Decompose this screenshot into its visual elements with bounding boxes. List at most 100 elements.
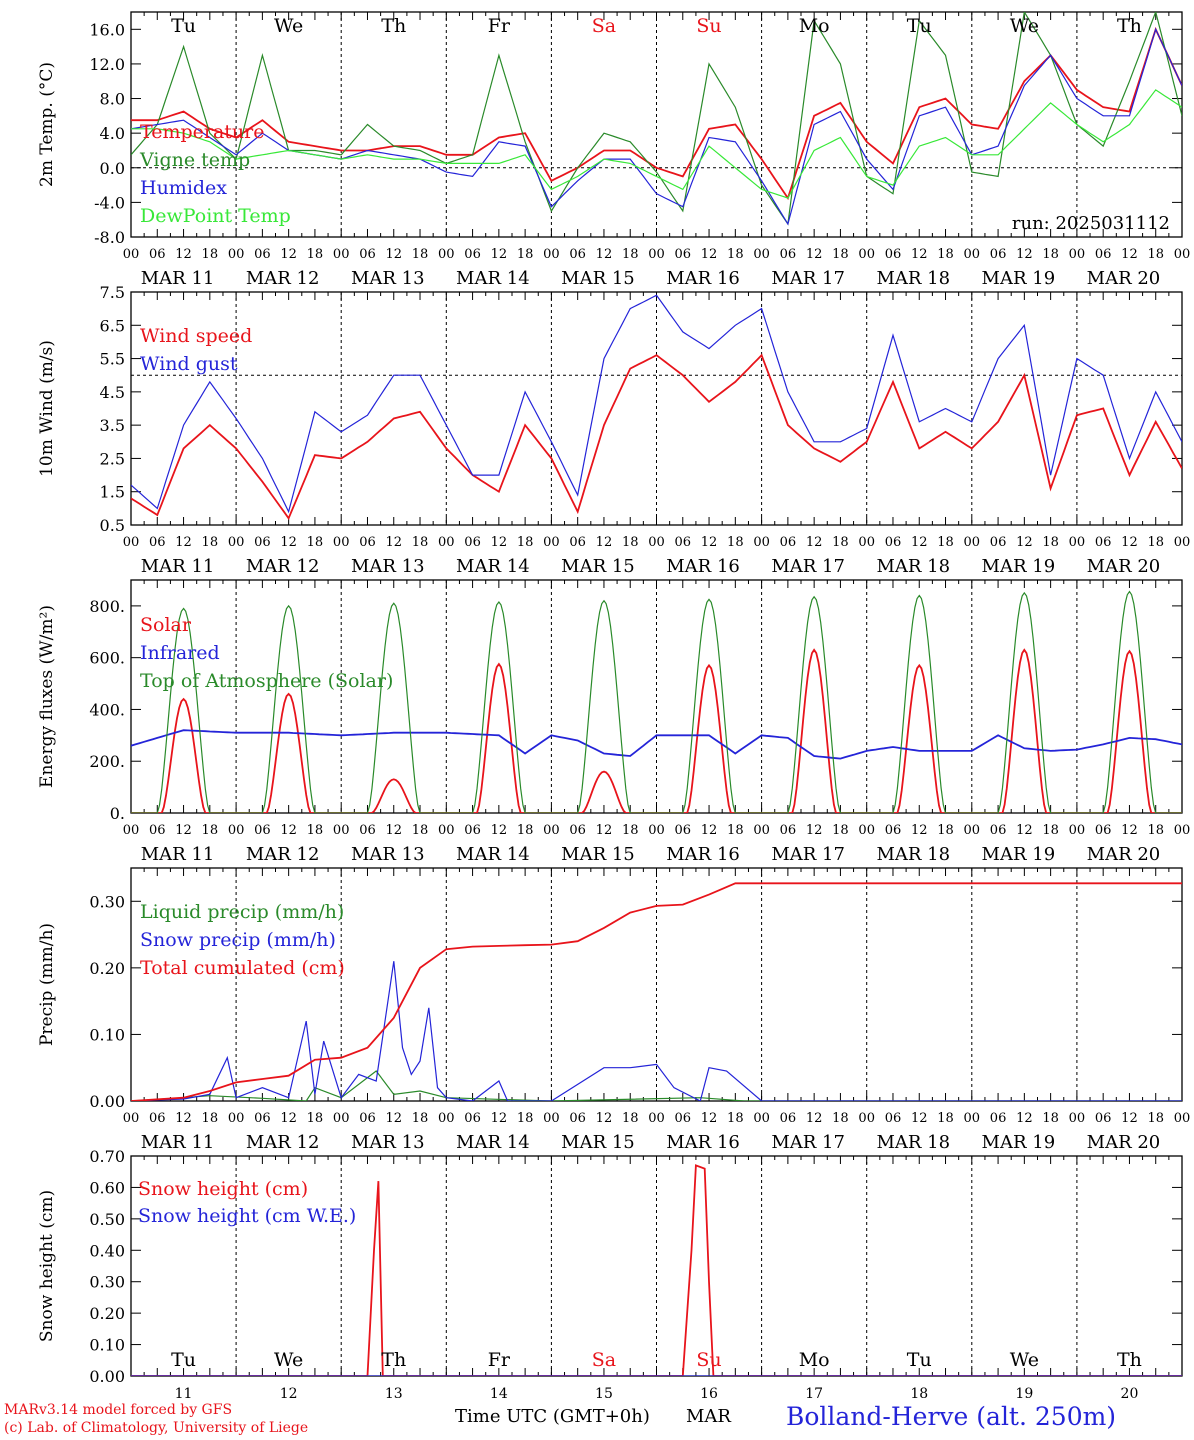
- hour-label: 06: [675, 535, 692, 550]
- legend-entry: Vigne temp: [139, 149, 250, 171]
- hour-label: 00: [753, 247, 770, 262]
- weekday-label: Mo: [799, 1349, 830, 1371]
- hour-label: 18: [727, 1111, 744, 1126]
- hour-label: 06: [885, 247, 902, 262]
- series-line-temperature: [131, 26, 1182, 201]
- hour-label: 18: [307, 535, 324, 550]
- hour-label: 00: [123, 1111, 140, 1126]
- hour-label: 12: [175, 823, 192, 838]
- day-label: MAR 14: [456, 556, 530, 577]
- hour-label: 18: [622, 823, 639, 838]
- hour-label: 18: [307, 247, 324, 262]
- hour-label: 12: [280, 247, 297, 262]
- hour-label: 12: [1016, 247, 1033, 262]
- series-line-snow-precip-mm-h-: [131, 961, 1182, 1101]
- hour-label: 00: [228, 823, 245, 838]
- series-line-total-cumulated-cm-: [131, 882, 1182, 1101]
- day-number: 12: [280, 1386, 298, 1402]
- day-label: MAR 20: [1087, 844, 1161, 865]
- y-tick-label: 2.5: [100, 449, 125, 468]
- day-label: MAR 19: [982, 268, 1056, 289]
- y-tick-label: 0.60: [89, 1178, 125, 1197]
- hour-label: 06: [780, 823, 797, 838]
- hour-label: 06: [990, 535, 1007, 550]
- hour-label: 06: [885, 823, 902, 838]
- weekday-label: Tu: [907, 15, 932, 37]
- weekday-label: We: [1010, 1349, 1039, 1371]
- day-label: MAR 19: [982, 556, 1056, 577]
- weekday-label: Tu: [171, 15, 196, 37]
- legend-entry: Total cumulated (cm): [140, 957, 345, 979]
- hour-label: 12: [1016, 823, 1033, 838]
- weekday-label: Th: [381, 15, 406, 37]
- hour-label: 00: [123, 247, 140, 262]
- panel-5: [130, 1155, 1183, 1377]
- day-label: MAR 12: [246, 844, 320, 865]
- day-number: 15: [595, 1386, 613, 1402]
- hour-label: 06: [149, 247, 166, 262]
- day-label: MAR 11: [141, 844, 215, 865]
- hour-label: 18: [1147, 247, 1164, 262]
- hour-label: 12: [1121, 823, 1138, 838]
- hour-label: 12: [596, 823, 613, 838]
- hour-label: 18: [412, 1111, 429, 1126]
- day-label: MAR 17: [771, 1132, 845, 1153]
- hour-label: 06: [990, 1111, 1007, 1126]
- hour-label: 12: [911, 1111, 928, 1126]
- hour-label: 06: [675, 823, 692, 838]
- hour-label: 06: [254, 823, 271, 838]
- day-label: MAR 20: [1087, 556, 1161, 577]
- hour-label: 06: [990, 823, 1007, 838]
- y-tick-label: 800.: [89, 597, 125, 616]
- y-tick-label: 0.10: [89, 1336, 125, 1355]
- y-tick-label: 3.5: [100, 416, 125, 435]
- hour-label: 00: [1069, 823, 1086, 838]
- hour-label: 18: [202, 247, 219, 262]
- y-tick-label: 600.: [89, 649, 125, 668]
- hour-label: 18: [412, 823, 429, 838]
- weekday-label: Th: [381, 1349, 406, 1371]
- y-tick-label: 0.00: [89, 1367, 125, 1386]
- weekday-label: We: [1010, 15, 1039, 37]
- hour-label: 00: [228, 535, 245, 550]
- day-number: 13: [385, 1386, 403, 1402]
- day-label: MAR 11: [141, 1132, 215, 1153]
- y-axis-title: Energy fluxes (W/m²): [37, 605, 57, 788]
- hour-label: 12: [806, 1111, 823, 1126]
- hour-label: 06: [464, 247, 481, 262]
- hour-label: 06: [359, 1111, 376, 1126]
- day-label: MAR 16: [666, 556, 740, 577]
- hour-label: 12: [385, 247, 402, 262]
- hour-label: 00: [438, 535, 455, 550]
- panel-3: [130, 579, 1183, 814]
- weekday-label: Th: [1117, 15, 1142, 37]
- weekday-label: Tu: [171, 1349, 196, 1371]
- hour-label: 18: [307, 823, 324, 838]
- day-label: MAR 13: [351, 844, 425, 865]
- hour-label: 18: [832, 535, 849, 550]
- hour-label: 12: [701, 535, 718, 550]
- y-tick-label: -8.0: [94, 228, 125, 247]
- weekday-label: Tu: [907, 1349, 932, 1371]
- hour-label: 00: [648, 535, 665, 550]
- hour-label: 06: [149, 1111, 166, 1126]
- hour-label: 06: [569, 823, 586, 838]
- hour-label: 00: [543, 535, 560, 550]
- series-line-solar: [131, 648, 1182, 813]
- hour-label: 12: [491, 1111, 508, 1126]
- y-axis-title: 10m Wind (m/s): [37, 340, 57, 477]
- weekday-label: Sa: [592, 15, 616, 37]
- day-label: MAR 20: [1087, 268, 1161, 289]
- hour-label: 00: [123, 535, 140, 550]
- hour-label: 18: [937, 247, 954, 262]
- hour-label: 00: [1174, 247, 1191, 262]
- y-tick-label: 0.00: [89, 1092, 125, 1111]
- day-label: MAR 17: [771, 556, 845, 577]
- hour-label: 00: [333, 1111, 350, 1126]
- hour-label: 18: [517, 247, 534, 262]
- legend-entry: Infrared: [140, 642, 220, 664]
- hour-label: 00: [753, 535, 770, 550]
- hour-label: 18: [727, 247, 744, 262]
- legend-entry: Snow height (cm W.E.): [138, 1205, 356, 1227]
